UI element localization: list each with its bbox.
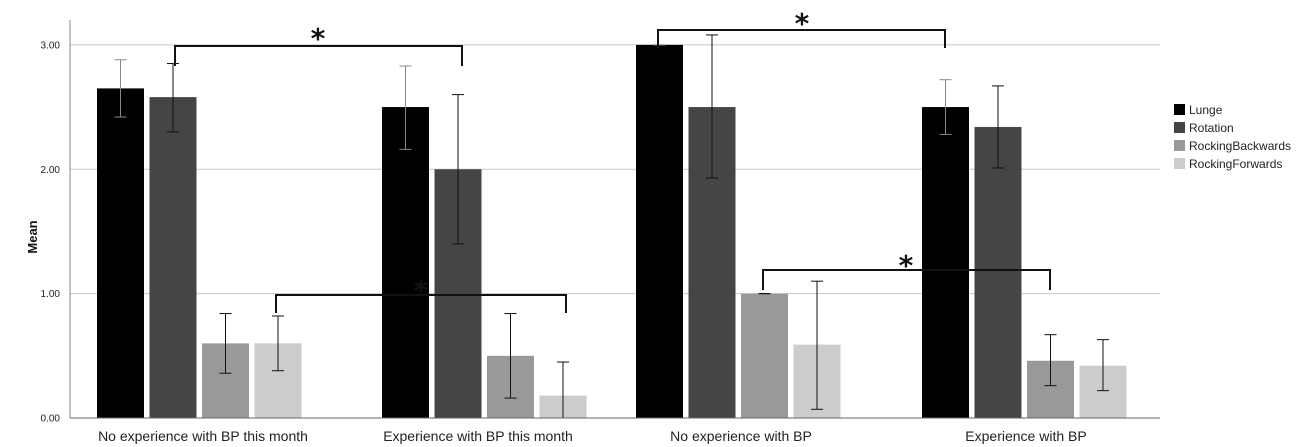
bar-rotation xyxy=(974,126,1022,419)
x-category-label: Experience with BP this month xyxy=(383,428,573,444)
legend-swatch xyxy=(1174,122,1185,133)
error-bar xyxy=(272,315,284,372)
legend-label: RockingBackwards xyxy=(1189,139,1291,153)
error-bar xyxy=(811,280,823,410)
y-axis-title: Mean xyxy=(25,220,40,253)
legend-item: Lunge xyxy=(1174,103,1223,117)
bar-rotation xyxy=(149,97,197,419)
bracket-line xyxy=(275,294,567,313)
y-tick-label: 2.00 xyxy=(41,165,61,176)
significance-star: * xyxy=(899,249,914,282)
error-bar xyxy=(114,59,127,118)
y-tick-label: 3.00 xyxy=(41,40,61,51)
x-category-label: No experience with BP this month xyxy=(98,428,308,444)
y-tick-label: 0.00 xyxy=(41,414,61,425)
bracket-line xyxy=(174,45,463,66)
legend-item: RockingBackwards xyxy=(1174,139,1291,153)
legend-swatch xyxy=(1174,104,1185,115)
legend-label: Rotation xyxy=(1189,121,1234,135)
x-category-label: No experience with BP xyxy=(670,428,812,444)
legend-item: Rotation xyxy=(1174,121,1234,135)
significance-star: * xyxy=(311,22,326,55)
significance-bracket: * xyxy=(275,274,567,313)
legend-label: RockingForwards xyxy=(1189,157,1282,171)
error-bar xyxy=(219,313,232,374)
legend-item: RockingForwards xyxy=(1174,157,1282,171)
error-bar xyxy=(504,313,517,399)
error-bar xyxy=(939,79,952,135)
error-bar-layer xyxy=(114,34,1109,419)
annotation-layer: * * * * xyxy=(174,7,1051,313)
axis-layer: 0.00 1.00 2.00 3.00 Mean No experience with B… xyxy=(25,20,1160,444)
error-bar xyxy=(992,85,1004,169)
bar-rockingbackwards xyxy=(741,293,788,418)
bar-lunge xyxy=(97,88,144,418)
bar-lunge xyxy=(636,44,683,418)
bracket-line xyxy=(657,29,946,48)
error-bar xyxy=(399,65,412,150)
significance-bracket: * xyxy=(174,22,463,66)
significance-bracket: * xyxy=(762,249,1051,290)
x-category-label: Experience with BP xyxy=(965,428,1086,444)
error-bar xyxy=(1097,339,1109,392)
legend: Lunge Rotation RockingBackwards RockingForw… xyxy=(1174,103,1291,171)
error-bar xyxy=(1044,334,1057,387)
error-bar xyxy=(452,94,464,245)
error-bar xyxy=(167,63,179,133)
bar-layer xyxy=(97,44,1127,419)
y-tick-label: 1.00 xyxy=(41,289,61,300)
legend-label: Lunge xyxy=(1189,103,1223,117)
bar-lunge xyxy=(922,107,969,418)
error-bar xyxy=(706,34,718,179)
legend-swatch xyxy=(1174,140,1185,151)
bracket-line xyxy=(762,269,1051,290)
significance-star: * xyxy=(795,7,810,40)
legend-swatch xyxy=(1174,158,1185,169)
significance-star: * xyxy=(414,274,429,307)
significance-bracket: * xyxy=(657,7,946,48)
bar-lunge xyxy=(382,107,429,418)
